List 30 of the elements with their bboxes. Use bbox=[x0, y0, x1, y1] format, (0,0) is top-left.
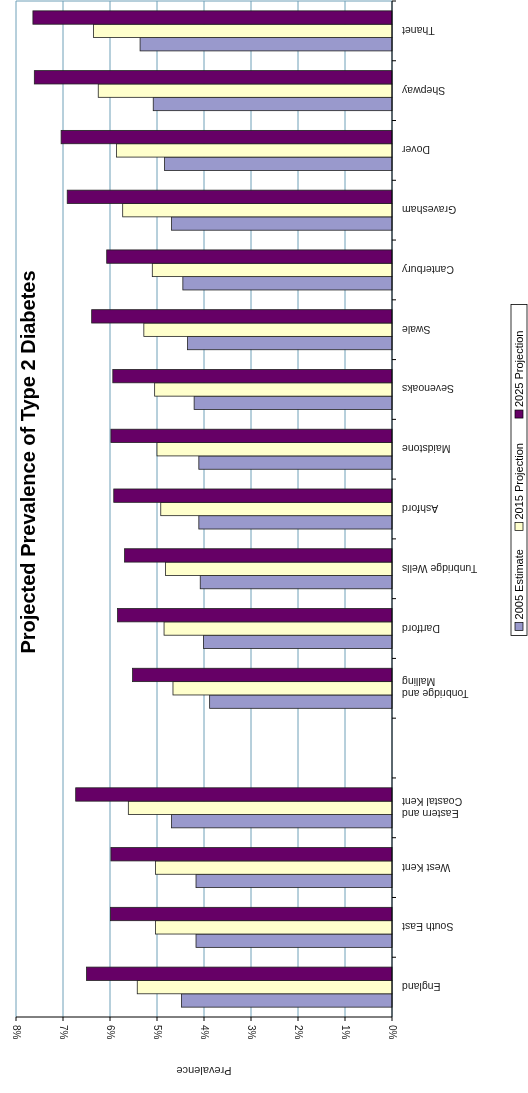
x-tick-label: 3% bbox=[246, 1025, 258, 1040]
x-tick-label: 1% bbox=[340, 1025, 352, 1040]
y-tick-label: Tunbridge Wells bbox=[402, 562, 478, 575]
y-tick-label: Ashford bbox=[401, 503, 439, 515]
x-tick-label: 4% bbox=[199, 1025, 211, 1040]
x-tick-label: 8% bbox=[11, 1025, 23, 1040]
y-tick-label: Thanet bbox=[401, 24, 435, 37]
x-tick-label: 7% bbox=[58, 1025, 70, 1040]
y-tick-label: Dover bbox=[401, 144, 431, 157]
y-tick-label: Maidstone bbox=[401, 443, 451, 456]
y-tick-label: Shepway bbox=[401, 84, 446, 97]
y-tick-label: Swale bbox=[401, 323, 431, 336]
y-tick-label: England bbox=[401, 981, 441, 994]
y-tick-label: South East bbox=[401, 921, 454, 934]
x-axis-title: Prevalence bbox=[176, 1065, 232, 1077]
y-tick-label: West Kent bbox=[401, 861, 451, 874]
x-tick-label: 6% bbox=[105, 1025, 117, 1040]
y-tick-label: Canterbury bbox=[401, 263, 454, 276]
text: 2025 Projection bbox=[513, 330, 525, 408]
x-tick-label: 2% bbox=[293, 1025, 305, 1040]
y-tick-label: Eastern and Coastal Kent bbox=[401, 795, 463, 820]
y-tick-label: Gravesham bbox=[401, 204, 457, 217]
y-tick-label: Dartford bbox=[401, 622, 440, 635]
text: 2015 Projection bbox=[513, 443, 525, 520]
y-tick-label: Tonbridge and Malling bbox=[401, 676, 469, 701]
x-tick-label: 5% bbox=[152, 1025, 164, 1040]
y-tick-label: Sevenoaks bbox=[402, 383, 454, 396]
text: 2005 Estimate bbox=[513, 549, 525, 620]
x-tick-label: 0% bbox=[387, 1025, 399, 1040]
text: Projected Prevalence of Type 2 Diabetes bbox=[17, 270, 40, 654]
